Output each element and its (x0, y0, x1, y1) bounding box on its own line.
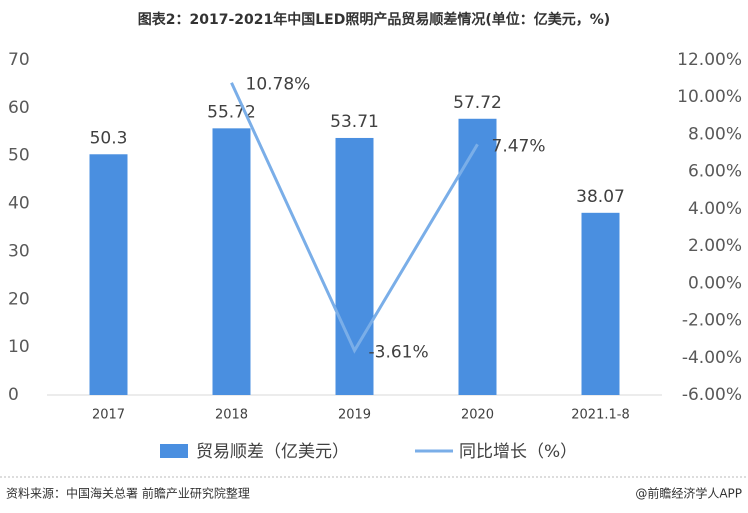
y-tick-label: 20 (8, 289, 30, 309)
legend-label: 同比增长（%） (459, 442, 577, 462)
y-tick-label: 70 (8, 50, 30, 70)
y-tick-label: 10 (8, 337, 30, 357)
x-tick-label: 2019 (338, 408, 371, 423)
bar-value-label: 57.72 (453, 93, 502, 113)
bar (212, 128, 251, 395)
y2-tick-label: 0.00% (688, 273, 742, 293)
y2-tick-label: 2.00% (688, 236, 742, 256)
y-tick-label: 30 (8, 241, 30, 261)
x-tick-label: 2020 (461, 408, 494, 423)
y2-tick-label: -4.00% (682, 348, 742, 368)
y-tick-label: 40 (8, 194, 30, 214)
legend-label: 贸易顺差（亿美元） (196, 442, 349, 462)
x-tick-label: 2017 (92, 408, 125, 423)
y2-tick-label: 4.00% (688, 199, 742, 219)
y-tick-label: 50 (8, 146, 30, 166)
bar-value-label: 38.07 (576, 187, 625, 207)
y-tick-label: 60 (8, 98, 30, 118)
y2-tick-label: -2.00% (682, 311, 742, 331)
x-tick-label: 2021.1-8 (571, 408, 629, 423)
legend-swatch (160, 444, 188, 458)
x-tick-label: 2018 (215, 408, 248, 423)
y2-tick-label: -6.00% (682, 385, 742, 405)
credit: @前瞻经济学人APP (635, 486, 742, 501)
bar (458, 118, 497, 396)
bar-value-label: 50.3 (90, 128, 128, 148)
bar-value-label: 53.71 (330, 112, 379, 132)
line-value-label: 7.47% (492, 136, 546, 156)
chart-title: 图表2：2017-2021年中国LED照明产品贸易顺差情况(单位：亿美元，%) (138, 11, 610, 28)
y2-tick-label: 8.00% (688, 124, 742, 144)
y2-tick-label: 12.00% (677, 50, 742, 70)
line-value-label: 10.78% (246, 75, 311, 95)
bar (89, 154, 128, 395)
y2-tick-label: 10.00% (677, 87, 742, 107)
line (230, 82, 479, 354)
source: 资料来源：中国海关总署 前瞻产业研究院整理 (6, 486, 250, 501)
y-tick-label: 0 (8, 385, 19, 405)
bar (581, 212, 620, 395)
y2-tick-label: 6.00% (688, 162, 742, 182)
line-value-label: -3.61% (369, 343, 429, 363)
